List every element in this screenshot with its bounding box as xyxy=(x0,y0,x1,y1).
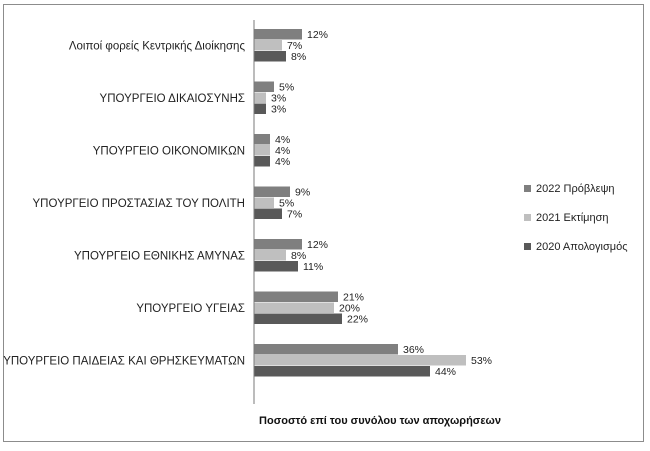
category-label: ΥΠΟΥΡΓΕΙΟ ΕΘΝΙΚΗΣ ΑΜΥΝΑΣ xyxy=(74,251,245,263)
data-label: 8% xyxy=(291,51,306,63)
legend-label: 2020 Απολογισμός xyxy=(536,241,628,253)
data-label: 4% xyxy=(275,156,290,168)
bar xyxy=(254,134,270,145)
data-label: 7% xyxy=(287,209,302,221)
bar xyxy=(254,186,290,197)
data-label: 5% xyxy=(279,82,294,94)
category-label: ΥΠΟΥΡΓΕΙΟ ΠΡΟΣΤΑΣΙΑΣ ΤΟΥ ΠΟΛΙΤΗ xyxy=(33,198,245,210)
category-label: ΥΠΟΥΡΓΕΙΟ ΠΑΙΔΕΙΑΣ ΚΑΙ ΘΡΗΣΚΕΥΜΑΤΩΝ xyxy=(3,356,245,368)
bar xyxy=(254,103,266,114)
bar xyxy=(254,261,298,272)
data-label: 20% xyxy=(339,303,360,315)
bar xyxy=(254,156,270,167)
data-label: 9% xyxy=(295,187,310,199)
bar xyxy=(254,366,430,377)
bar xyxy=(254,291,338,302)
chart-frame xyxy=(3,4,644,442)
category-label: Λοιποί φορείς Κεντρικής Διοίκησης xyxy=(69,41,246,53)
bar xyxy=(254,344,398,355)
data-label: 21% xyxy=(343,292,364,304)
data-label: 22% xyxy=(347,314,368,326)
data-label: 36% xyxy=(403,344,424,356)
bar xyxy=(254,197,274,208)
data-label: 11% xyxy=(303,261,323,273)
bar xyxy=(254,355,466,366)
bar xyxy=(254,92,266,103)
data-label: 8% xyxy=(291,250,306,262)
bar xyxy=(254,40,282,51)
legend-swatch xyxy=(524,185,531,192)
bar xyxy=(254,239,302,250)
x-axis-title: Ποσοστό επί του συνόλου των αποχωρήσεων xyxy=(259,415,501,427)
legend: 2022 Πρόβλεψη 2021 Εκτίμηση 2020 Απολογισμ… xyxy=(524,183,628,253)
bar xyxy=(254,208,282,219)
data-label: 44% xyxy=(435,366,456,378)
category-label: ΥΠΟΥΡΓΕΙΟ ΔΙΚΑΙΟΣΥΝΗΣ xyxy=(100,93,245,105)
legend-label: 2022 Πρόβλεψη xyxy=(536,183,615,195)
data-label: 53% xyxy=(471,355,492,367)
legend-swatch xyxy=(524,214,531,221)
legend-swatch xyxy=(524,243,531,250)
bar xyxy=(254,250,286,261)
data-label: 12% xyxy=(307,239,328,251)
data-label: 12% xyxy=(307,29,328,41)
bar xyxy=(254,51,286,62)
bar xyxy=(254,313,342,324)
data-label: 3% xyxy=(271,93,286,105)
legend-label: 2021 Εκτίμηση xyxy=(536,212,609,224)
bars-group: 12%7%8%5%3%3%4%4%4%9%5%7%12%8%11%21%20%2… xyxy=(254,29,492,378)
data-label: 4% xyxy=(275,134,290,146)
bar xyxy=(254,81,274,92)
data-label: 5% xyxy=(279,198,294,210)
category-labels: Λοιποί φορείς Κεντρικής Διοίκησης ΥΠΟΥΡΓΕ… xyxy=(3,41,245,368)
category-label: ΥΠΟΥΡΓΕΙΟ ΟΙΚΟΝΟΜΙΚΩΝ xyxy=(93,146,245,158)
data-label: 4% xyxy=(275,145,290,157)
bar xyxy=(254,29,302,40)
bar xyxy=(254,145,270,156)
bar xyxy=(254,302,334,313)
data-label: 7% xyxy=(287,40,302,52)
category-label: ΥΠΟΥΡΓΕΙΟ ΥΓΕΙΑΣ xyxy=(136,303,245,315)
data-label: 3% xyxy=(271,104,286,116)
